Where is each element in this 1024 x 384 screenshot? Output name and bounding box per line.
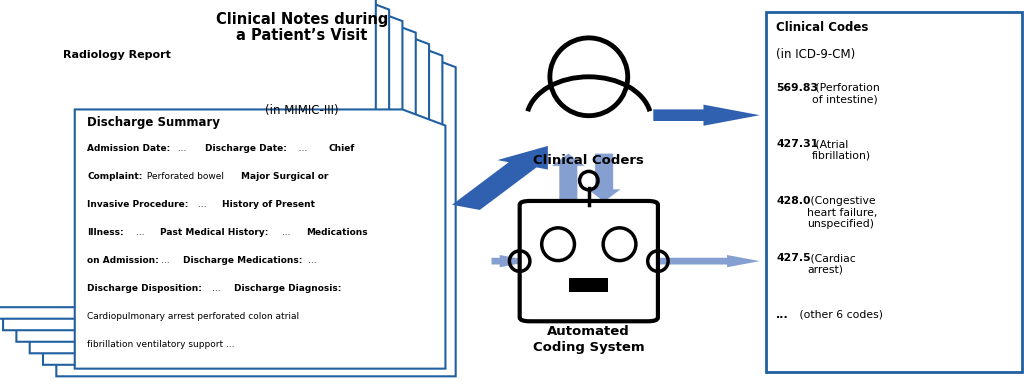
Text: 427.5: 427.5 [776,253,811,263]
Polygon shape [492,255,532,267]
Text: Clinical Notes during
a Patient’s Visit: Clinical Notes during a Patient’s Visit [216,12,388,43]
FancyBboxPatch shape [766,12,1022,372]
FancyBboxPatch shape [519,201,657,321]
Text: Past Medical History:: Past Medical History: [160,228,268,237]
Text: ...: ... [212,284,223,293]
Text: Medications: Medications [306,228,368,237]
Text: 428.0: 428.0 [776,196,811,206]
Polygon shape [653,105,760,126]
Text: ...: ... [172,144,189,153]
Polygon shape [30,23,429,353]
Text: ...: ... [196,200,210,209]
Polygon shape [653,255,760,267]
Text: History of Present: History of Present [222,200,315,209]
Text: (Cardiac
arrest): (Cardiac arrest) [807,253,856,275]
Text: on Admission:: on Admission: [87,256,159,265]
Text: Chief: Chief [328,144,354,153]
Text: 569.83: 569.83 [776,83,818,93]
Text: ...: ... [161,256,172,265]
Polygon shape [588,154,621,202]
Text: ...: ... [290,144,310,153]
Text: Clinical Coders: Clinical Coders [534,154,644,167]
Text: Admission Date:: Admission Date: [87,144,170,153]
Text: (in ICD-9-CM): (in ICD-9-CM) [776,48,855,61]
Text: Discharge Summary: Discharge Summary [87,116,220,129]
Text: fibrillation ventilatory support ...: fibrillation ventilatory support ... [87,340,234,349]
Text: (Congestive
heart failure,
unspecified): (Congestive heart failure, unspecified) [807,196,878,229]
Text: (Perforation
of intestine): (Perforation of intestine) [812,83,880,104]
Polygon shape [56,46,456,376]
Text: Invasive Procedure:: Invasive Procedure: [87,200,188,209]
Text: ...: ... [308,256,316,265]
Polygon shape [552,154,585,202]
Text: ...: ... [132,228,146,237]
Text: Discharge Disposition:: Discharge Disposition: [87,284,202,293]
Text: (in MIMIC-III): (in MIMIC-III) [265,104,339,117]
Text: Radiology Report: Radiology Report [63,50,171,60]
Text: Discharge Medications:: Discharge Medications: [182,256,302,265]
Text: Automated
Coding System: Automated Coding System [532,325,645,354]
Text: (Atrial
fibrillation): (Atrial fibrillation) [812,139,871,161]
Polygon shape [452,146,548,210]
Polygon shape [16,12,416,342]
Text: Perforated bowel: Perforated bowel [144,172,226,181]
Polygon shape [0,0,376,307]
Polygon shape [3,0,402,330]
Bar [569,278,608,291]
Text: 427.31: 427.31 [776,139,818,149]
Text: (other 6 codes): (other 6 codes) [797,310,884,320]
Polygon shape [75,109,445,369]
Polygon shape [43,35,442,365]
Text: Discharge Diagnosis:: Discharge Diagnosis: [233,284,341,293]
Text: ...: ... [776,310,788,320]
Text: Clinical Codes: Clinical Codes [776,21,868,34]
Text: Major Surgical or: Major Surgical or [242,172,329,181]
Text: Illness:: Illness: [87,228,124,237]
Text: Complaint:: Complaint: [87,172,142,181]
Text: ...: ... [280,228,294,237]
Text: Cardiopulmonary arrest perforated colon atrial: Cardiopulmonary arrest perforated colon … [87,312,299,321]
Polygon shape [0,0,389,319]
Text: Discharge Date:: Discharge Date: [205,144,287,153]
